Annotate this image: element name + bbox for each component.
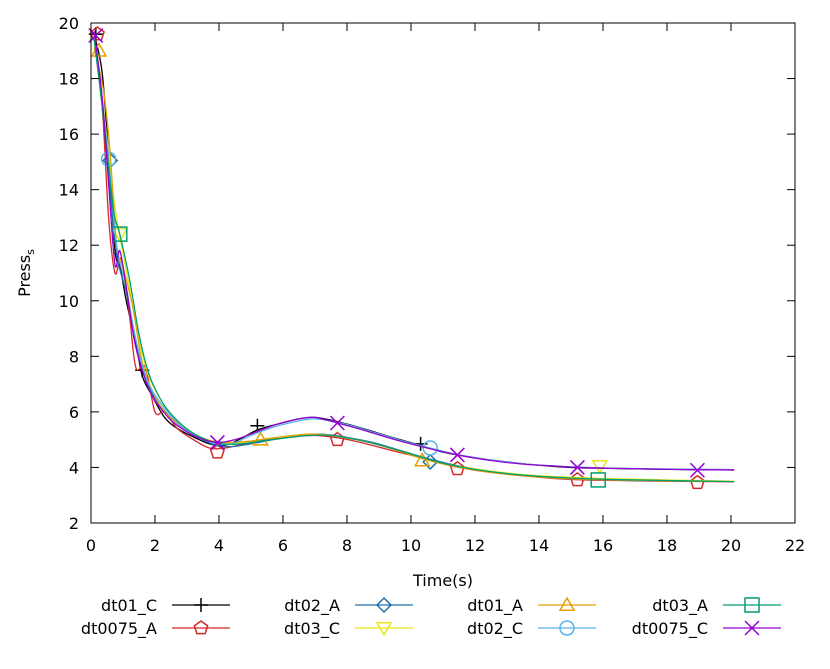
y-axis-label: Presss xyxy=(15,249,37,297)
y-tick-label: 10 xyxy=(59,292,79,311)
legend-item-dt01-c: dt01_C xyxy=(101,596,230,616)
legend-swatch-marker xyxy=(375,596,393,614)
series-line-dt02-c xyxy=(93,36,735,471)
x-tick-label: 22 xyxy=(785,536,805,555)
series-dt0075-c xyxy=(88,27,735,478)
data-point-dt03-c xyxy=(591,460,609,475)
series-line-dt0075-a xyxy=(93,31,735,483)
legend-swatch-marker xyxy=(744,620,760,636)
series-layer xyxy=(88,26,735,490)
data-point-dt01-c xyxy=(250,418,265,433)
legend-swatch-marker xyxy=(558,596,576,611)
x-tick-label: 20 xyxy=(721,536,741,555)
x-axis-label: Time(s) xyxy=(412,571,473,590)
x-tick-label: 16 xyxy=(593,536,613,555)
y-tick-label: 8 xyxy=(69,347,79,366)
series-line-dt03-c xyxy=(93,42,735,482)
legend-label: dt02_A xyxy=(284,596,340,616)
legend-label: dt0075_C xyxy=(632,619,708,639)
data-point-dt0075-c xyxy=(689,462,705,478)
y-tick-label: 20 xyxy=(59,14,79,33)
data-point-dt0075-c xyxy=(209,434,225,450)
legend-item-dt01-a: dt01_A xyxy=(467,596,596,616)
series-dt0075-a xyxy=(89,26,735,490)
x-tick-label: 0 xyxy=(86,536,96,555)
y-axis-label-main: Press xyxy=(15,255,34,297)
series-line-dt0075-c xyxy=(93,31,735,471)
legend-item-dt02-c: dt02_C xyxy=(467,619,596,639)
data-point-dt01-a xyxy=(413,451,431,467)
data-point-dt0075-c xyxy=(569,459,585,475)
data-point-dt0075-a xyxy=(209,444,225,459)
y-tick-label: 6 xyxy=(69,403,79,422)
x-tick-label: 4 xyxy=(214,536,224,555)
legend-item-dt0075-a: dt0075_A xyxy=(81,619,230,639)
legend-label: dt03_C xyxy=(284,619,340,639)
data-point-dt03-a xyxy=(590,472,606,488)
legend-swatch-marker xyxy=(744,597,760,613)
series-line-dt01-c xyxy=(93,33,735,471)
legend-swatch-marker xyxy=(193,620,209,635)
y-tick-label: 14 xyxy=(59,181,79,200)
y-tick-label: 12 xyxy=(59,236,79,255)
series-line-dt03-a xyxy=(93,39,735,483)
y-tick-label: 16 xyxy=(59,125,79,144)
legend-label: dt01_C xyxy=(101,596,157,616)
series-dt03-a xyxy=(93,39,735,488)
x-tick-label: 14 xyxy=(529,536,549,555)
x-tick-label: 6 xyxy=(278,536,288,555)
series-dt02-a xyxy=(93,34,735,483)
legend: dt01_C dt02_A dt01_A dt03_A dt0075_A dt03_C dt… xyxy=(81,596,781,639)
legend-item-dt03-a: dt03_A xyxy=(652,596,781,616)
x-tick-label: 10 xyxy=(401,536,421,555)
legend-item-dt03-c: dt03_C xyxy=(284,619,413,639)
series-dt03-c xyxy=(93,42,735,482)
legend-label: dt02_C xyxy=(467,619,523,639)
data-point-dt0075-c xyxy=(329,415,345,431)
legend-item-dt02-a: dt02_A xyxy=(284,596,413,616)
series-line-dt02-a xyxy=(93,34,735,483)
plot-frame xyxy=(90,22,796,524)
series-dt02-c xyxy=(93,36,735,471)
x-tick-label: 2 xyxy=(150,536,160,555)
legend-label: dt0075_A xyxy=(81,619,157,639)
series-dt01-a xyxy=(90,42,735,483)
legend-swatch-marker xyxy=(375,622,393,637)
legend-label: dt03_A xyxy=(652,596,708,616)
y-tick-label: 4 xyxy=(69,458,79,477)
y-axis-label-sub: s xyxy=(24,249,37,255)
legend-label: dt01_A xyxy=(467,596,523,616)
y-tick-label: 18 xyxy=(59,70,79,89)
x-tick-label: 8 xyxy=(342,536,352,555)
series-line-dt01-a xyxy=(93,47,735,483)
legend-item-dt0075-c: dt0075_C xyxy=(632,619,781,639)
data-point-dt01-a xyxy=(252,431,269,446)
data-point-dt02-c xyxy=(422,440,438,456)
x-tick-label: 12 xyxy=(465,536,485,555)
series-dt01-c xyxy=(88,27,735,471)
x-tick-label: 18 xyxy=(657,536,677,555)
y-tick-label: 2 xyxy=(69,514,79,533)
legend-swatch-marker xyxy=(559,620,575,636)
data-point-dt0075-c xyxy=(449,447,465,463)
legend-swatch-marker xyxy=(194,598,208,612)
